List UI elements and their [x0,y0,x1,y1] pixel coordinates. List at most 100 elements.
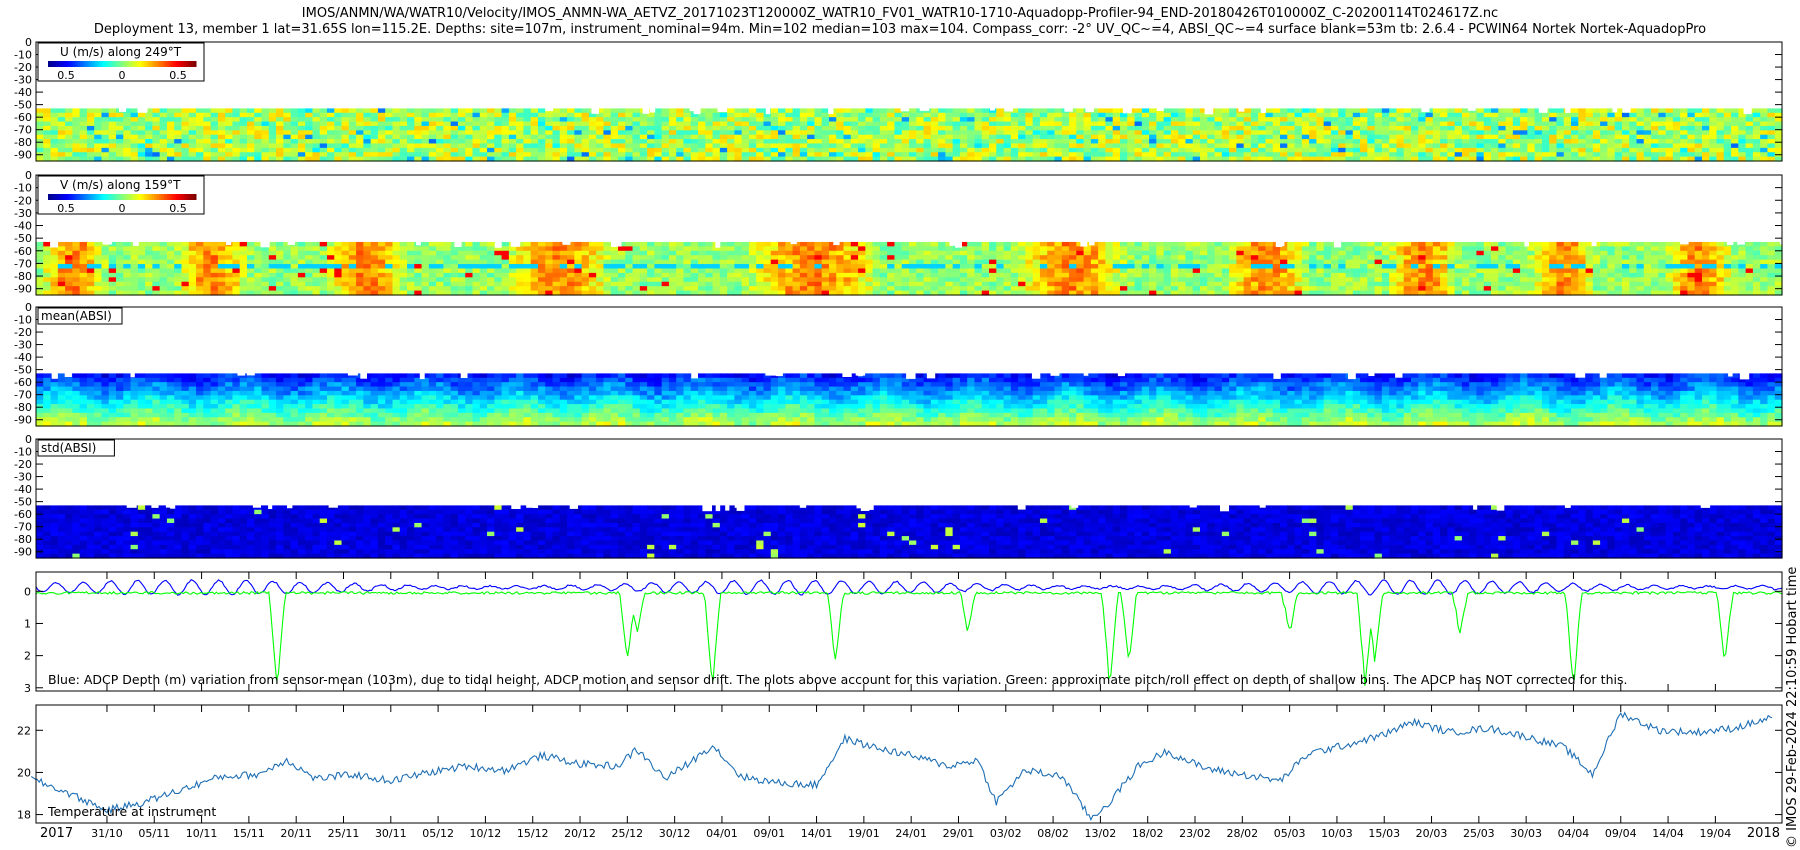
heatmap-cell [152,108,161,114]
heatmap-cell [1069,156,1077,162]
colorbar-swatch [168,61,172,67]
heatmap-cell [36,117,44,123]
heatmap-cell [232,152,241,158]
heatmap-cell [385,112,394,118]
heatmap-cell [152,281,161,287]
heatmap-cell [719,264,728,270]
heatmap-cell [465,143,474,149]
heatmap-cell [930,121,939,127]
heatmap-cell [428,272,437,278]
heatmap-cell [814,259,823,265]
heatmap-cell [872,130,881,136]
heatmap-cell [479,277,488,283]
heatmap-cell [319,117,328,123]
heatmap-cell [996,281,1005,287]
heatmap-cell [581,108,590,114]
heatmap-cell [145,286,154,292]
heatmap-cell [1221,134,1230,140]
heatmap-cell [203,277,212,283]
heatmap-cell [1483,147,1492,153]
heatmap-cell [472,241,481,247]
heatmap-cell [1178,241,1187,247]
colorbar-swatch [191,61,195,67]
heatmap-cell [1280,121,1288,127]
heatmap-cell [552,250,561,256]
heatmap-cell [1607,139,1616,145]
heatmap-cell [43,250,52,256]
heatmap-cell [239,117,248,123]
heatmap-cell [457,246,466,252]
heatmap-cell [1076,139,1085,145]
heatmap-cell [50,264,59,270]
heatmap-cell [1156,130,1165,136]
heatmap-cell [552,117,561,123]
heatmap-cell [712,152,721,158]
heatmap-cell [1541,147,1550,153]
heatmap-cell [661,268,670,274]
heatmap-cell [574,147,583,153]
heatmap-cell [1403,112,1412,118]
heatmap-cell [1461,134,1470,140]
heatmap-cell [210,246,219,252]
heatmap-cell [1221,246,1230,252]
heatmap-cell [450,117,459,123]
heatmap-cell [603,117,612,123]
heatmap-cell [1265,147,1274,153]
heatmap-cell [130,259,139,265]
heatmap-cell [596,130,605,136]
heatmap-cell [901,277,910,283]
heatmap-cell [1701,130,1710,136]
heatmap-cell [377,272,386,278]
heatmap-cell [116,139,124,145]
heatmap-cell [94,139,103,145]
heatmap-cell [821,152,830,158]
heatmap-cell [618,246,626,252]
heatmap-cell [821,156,830,162]
heatmap-cell [1207,143,1216,149]
colorbar-swatch [52,61,56,67]
heatmap-cells [36,241,1783,296]
heatmap-cell [537,121,546,127]
heatmap-cell [72,139,81,145]
heatmap-cell [618,290,626,296]
heatmap-cell [145,272,154,278]
heatmap-cell [763,156,772,162]
heatmap-cell [414,272,423,278]
heatmap-cell [516,255,525,261]
heatmap-cell [1018,147,1027,153]
heatmap-cell [1200,156,1208,162]
heatmap-cell [632,121,641,127]
heatmap-cell [137,286,146,292]
heatmap-cell [341,117,350,123]
heatmap-cell [407,281,415,287]
heatmap-cell [1752,156,1761,162]
heatmap-cell [618,117,626,123]
heatmap-cell [1680,125,1689,131]
heatmap-cell [785,259,794,265]
heatmap-cell [1221,281,1230,287]
heatmap-cell [1061,268,1070,274]
heatmap-cell [981,121,990,127]
heatmap-cell [843,277,852,283]
heatmap-cell [938,268,946,274]
heatmap-cell [756,112,765,118]
heatmap-cell [618,268,626,274]
heatmap-cell [639,241,648,247]
heatmap-cell [1090,255,1099,261]
heatmap-cell [472,134,481,140]
heatmap-cell [86,246,95,252]
heatmap-cell [421,147,430,153]
heatmap-cell [894,156,903,162]
heatmap-cell [319,121,328,127]
heatmap-cell [785,143,794,149]
heatmap-cell [967,108,976,114]
heatmap-cell [865,290,874,296]
heatmap-cell [210,264,219,270]
heatmap-cell [501,272,510,278]
heatmap-cell [712,112,721,118]
heatmap-cell [1440,130,1448,136]
heatmap-cell [1025,241,1034,247]
heatmap-cell [588,259,597,265]
heatmap-cell [1687,143,1696,149]
heatmap-cell [1149,264,1157,270]
